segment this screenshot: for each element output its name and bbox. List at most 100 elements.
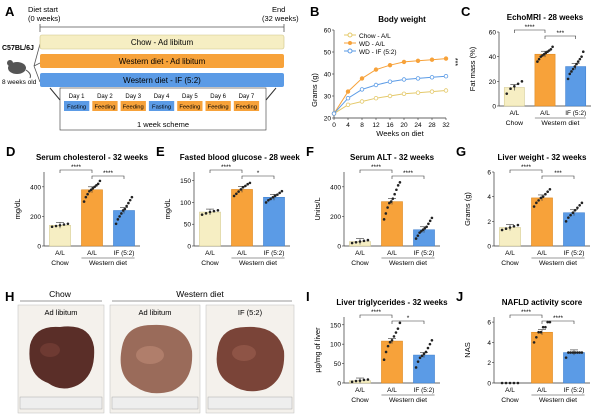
data-point — [576, 60, 580, 63]
data-point — [520, 80, 524, 83]
alt-chart: F Serum ALT - 32 weeks Units/L 0 200 400 A/L A/… — [306, 144, 440, 267]
data-point — [567, 351, 570, 354]
data-point — [84, 195, 88, 199]
data-point — [537, 57, 541, 61]
y-tick-label: 400 — [30, 184, 41, 191]
bar — [531, 331, 553, 384]
legend-if-label: WD - IF (5:2) — [359, 49, 397, 56]
data-point — [500, 228, 504, 232]
data-point — [430, 338, 434, 342]
data-point — [130, 195, 134, 199]
panel-g: G Liver weight - 32 weeks Grams (g) 0 2 4 6 A/L… — [450, 140, 600, 280]
y-axis-label: Units/L — [313, 197, 322, 220]
y-tick-label: 0 — [487, 381, 491, 388]
data-point — [114, 222, 118, 226]
data-point — [267, 198, 270, 202]
data-point — [86, 192, 89, 196]
sig-bracket — [514, 29, 546, 33]
data-point — [382, 218, 386, 221]
data-point — [500, 381, 504, 385]
series-point — [429, 89, 435, 94]
data-point — [127, 201, 130, 205]
photo-wd-al: Ad libitum — [109, 304, 201, 414]
y-tick-label: 0 — [492, 104, 496, 111]
y-tick-label: 200 — [330, 214, 341, 221]
data-point — [98, 179, 102, 183]
data-point — [421, 228, 425, 232]
data-point — [273, 194, 277, 198]
mouse-strain: C57BL/6J — [2, 45, 34, 52]
data-point — [418, 356, 422, 360]
day-label: Day 2 — [97, 94, 113, 100]
data-point — [121, 209, 125, 212]
series-point — [429, 57, 435, 62]
sig-label: **** — [521, 309, 532, 316]
y-tick-label: 30 — [324, 94, 332, 101]
panel-letter: F — [306, 144, 314, 159]
group-label-chow: Chow — [501, 260, 518, 267]
data-point — [541, 325, 545, 329]
data-point — [350, 241, 354, 245]
data-point — [204, 212, 208, 215]
data-point — [389, 200, 393, 203]
day-state-box — [177, 101, 203, 111]
data-point — [422, 352, 426, 356]
y-tick-label: 20 — [324, 116, 332, 123]
data-point — [82, 200, 86, 203]
data-point — [269, 197, 272, 201]
y-tick-label: 4 — [487, 340, 491, 347]
data-point — [516, 223, 520, 227]
data-point — [569, 351, 572, 354]
series-point — [443, 88, 449, 93]
if-bar-label: Western diet - IF (5:2) — [123, 76, 201, 85]
panel-b-ylabel: Grams (g) — [310, 73, 319, 107]
data-point — [66, 222, 70, 226]
data-point — [388, 340, 392, 344]
bar — [81, 189, 103, 247]
data-point — [546, 320, 549, 324]
panel-a: A Diet start (0 weeks) End (32 weeks) C5… — [0, 0, 300, 140]
y-tick-label: 0 — [337, 244, 341, 251]
series-point — [443, 56, 449, 61]
liver-chow — [29, 326, 95, 389]
panel-letter: J — [456, 289, 463, 304]
series-point — [387, 93, 393, 99]
group-label-chow: Chow — [51, 260, 68, 267]
series-point — [373, 67, 379, 72]
series-point — [331, 111, 337, 116]
x-tick-label: A/L — [509, 110, 519, 117]
data-point — [116, 218, 120, 221]
x-tick-label: 4 — [346, 122, 350, 129]
bar — [231, 189, 253, 247]
data-point — [384, 212, 388, 215]
panel-letter: D — [6, 144, 15, 159]
panel-c: C EchoMRI - 28 weeks Fat mass (%) 0 20 40 60 A/… — [455, 0, 600, 140]
y-tick-label: 100 — [330, 342, 341, 349]
data-point — [50, 225, 54, 229]
data-point — [216, 209, 220, 212]
series-point — [415, 76, 421, 81]
sig-label: **** — [403, 170, 414, 177]
fat-mass-chart: C EchoMRI - 28 weeks Fat mass (%) 0 20 40 60 A/… — [461, 4, 591, 127]
sig-bracket — [359, 314, 393, 318]
series-point — [401, 91, 407, 96]
end-sub: (32 weeks) — [262, 14, 299, 23]
y-tick-label: 150 — [330, 322, 341, 329]
x-tick-label: A/L — [537, 250, 547, 257]
cholesterol-chart: D Serum cholesterol - 32 weeks mg/dL 0 200 40… — [6, 144, 149, 267]
day-label: Day 4 — [154, 94, 170, 100]
data-point — [91, 186, 95, 190]
data-point — [393, 192, 396, 196]
sig-bracket — [509, 314, 543, 318]
sig-bracket — [359, 169, 393, 173]
data-point — [125, 204, 128, 208]
y-tick-label: 6 — [487, 170, 491, 177]
group-label-wd: Western diet — [389, 397, 427, 404]
x-tick-label: A/L — [505, 387, 515, 394]
bar — [113, 210, 135, 247]
sig-label: *** — [557, 30, 565, 37]
panel-b-xlabel: Weeks on diet — [376, 129, 424, 138]
data-point — [566, 77, 570, 81]
data-point — [362, 239, 366, 243]
panel-a-diagram: A Diet start (0 weeks) End (32 weeks) C5… — [2, 4, 299, 131]
